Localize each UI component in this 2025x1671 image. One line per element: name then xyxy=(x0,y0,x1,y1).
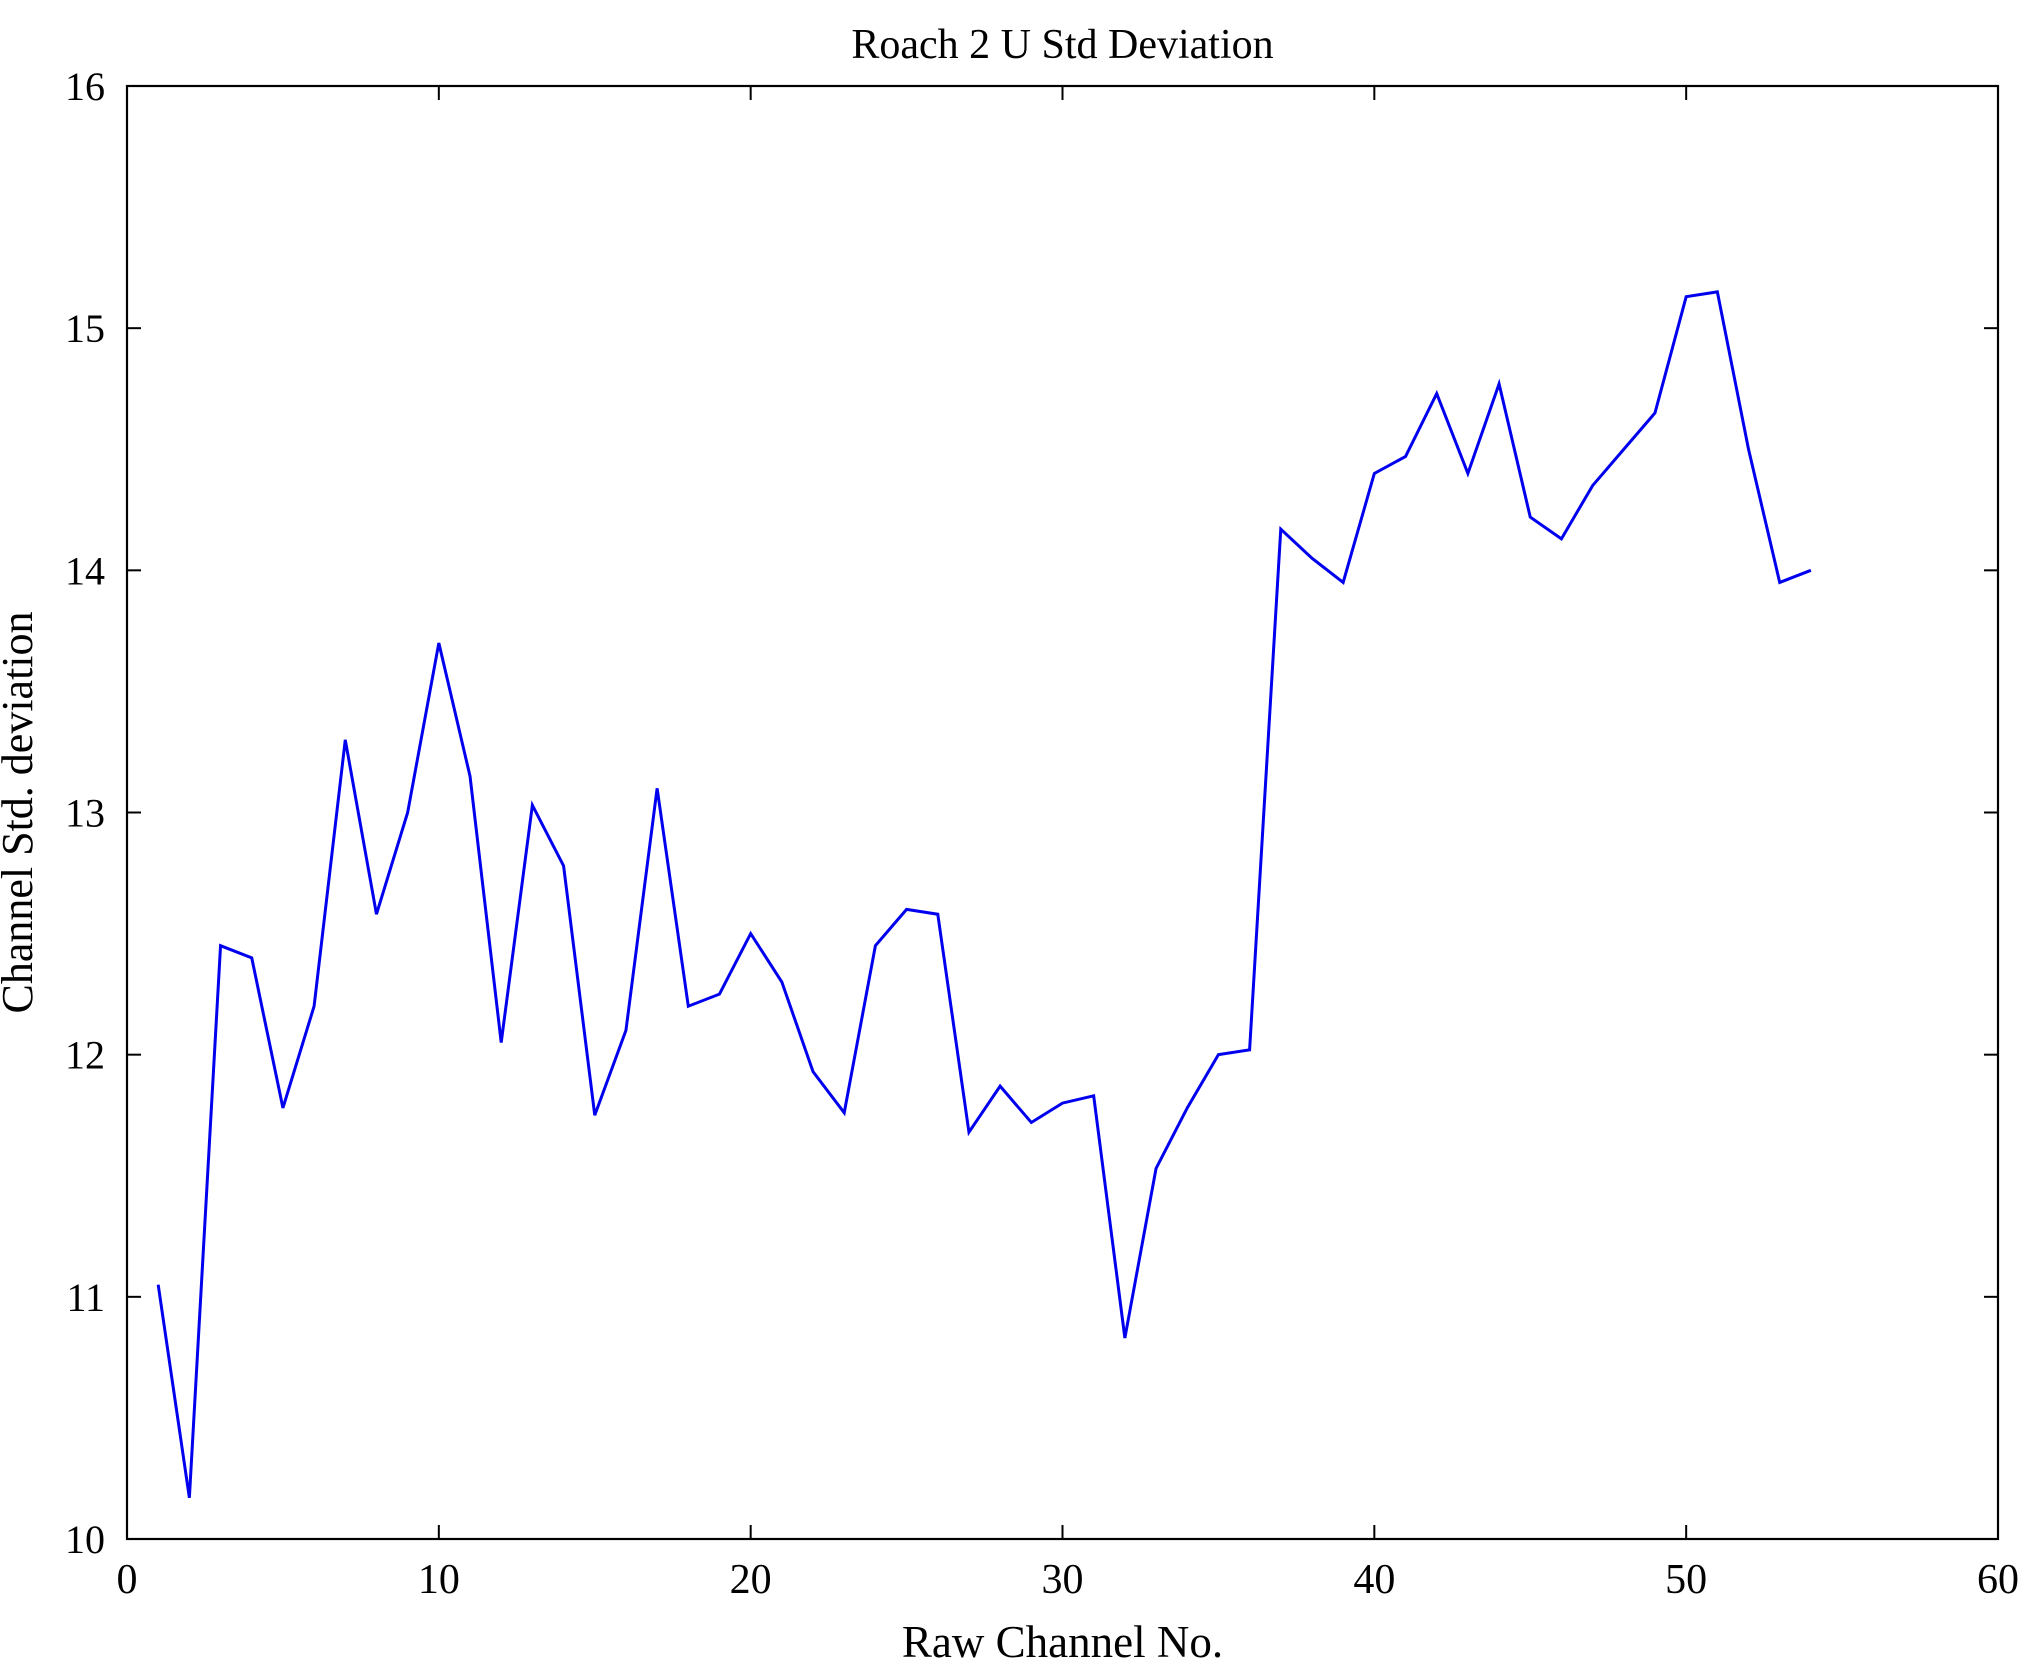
svg-text:13: 13 xyxy=(65,791,105,836)
svg-text:Channel Std. deviation: Channel Std. deviation xyxy=(0,611,42,1013)
svg-text:Roach 2 U Std Deviation: Roach 2 U Std Deviation xyxy=(851,22,1273,68)
svg-text:15: 15 xyxy=(65,306,105,351)
svg-text:50: 50 xyxy=(1665,1557,1707,1603)
svg-text:14: 14 xyxy=(65,548,105,593)
svg-text:40: 40 xyxy=(1353,1557,1395,1603)
svg-text:11: 11 xyxy=(66,1275,105,1320)
svg-text:60: 60 xyxy=(1977,1557,2019,1603)
svg-text:20: 20 xyxy=(730,1557,772,1603)
svg-text:10: 10 xyxy=(65,1517,105,1562)
svg-text:30: 30 xyxy=(1042,1557,1084,1603)
svg-text:16: 16 xyxy=(65,64,105,109)
svg-text:Raw Channel No.: Raw Channel No. xyxy=(902,1617,1223,1667)
svg-text:12: 12 xyxy=(65,1033,105,1078)
svg-text:10: 10 xyxy=(418,1557,460,1603)
svg-text:0: 0 xyxy=(117,1557,138,1603)
